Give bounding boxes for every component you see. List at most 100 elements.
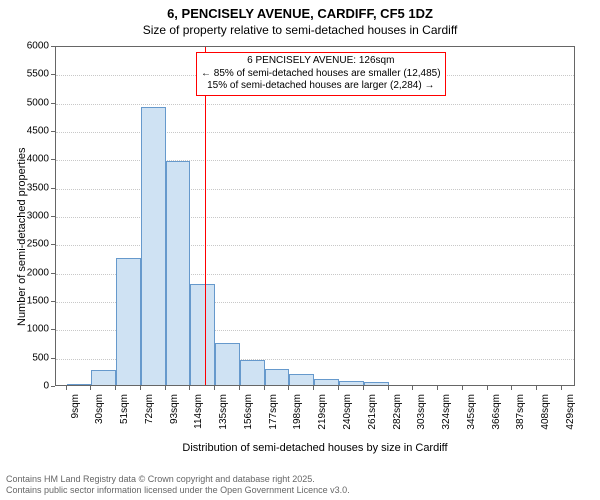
chart-container: 6, PENCISELY AVENUE, CARDIFF, CF5 1DZ Si… bbox=[0, 0, 600, 500]
y-tick bbox=[51, 273, 55, 274]
annotation-line: 6 PENCISELY AVENUE: 126sqm bbox=[201, 55, 441, 68]
x-tick bbox=[140, 386, 141, 390]
y-tick-label: 4000 bbox=[17, 154, 49, 165]
histogram-bar bbox=[289, 374, 314, 385]
y-tick bbox=[51, 188, 55, 189]
y-tick-label: 3000 bbox=[17, 211, 49, 222]
x-tick-label: 345sqm bbox=[466, 394, 477, 430]
histogram-bar bbox=[166, 161, 191, 385]
x-tick-label: 324sqm bbox=[441, 394, 452, 430]
histogram-bar bbox=[190, 284, 215, 385]
x-tick-label: 429sqm bbox=[565, 394, 576, 430]
x-tick bbox=[288, 386, 289, 390]
y-tick bbox=[51, 301, 55, 302]
x-tick bbox=[388, 386, 389, 390]
grid-line bbox=[56, 104, 574, 105]
marker-line bbox=[205, 47, 206, 385]
x-tick-label: 198sqm bbox=[292, 394, 303, 430]
annotation-box: 6 PENCISELY AVENUE: 126sqm← 85% of semi-… bbox=[196, 52, 446, 96]
y-tick-label: 1500 bbox=[17, 296, 49, 307]
x-tick-label: 366sqm bbox=[491, 394, 502, 430]
chart-subtitle: Size of property relative to semi-detach… bbox=[0, 23, 600, 37]
x-tick bbox=[338, 386, 339, 390]
y-tick-label: 5000 bbox=[17, 97, 49, 108]
x-tick bbox=[264, 386, 265, 390]
y-tick bbox=[51, 386, 55, 387]
y-tick-label: 0 bbox=[17, 381, 49, 392]
x-tick-label: 114sqm bbox=[193, 394, 204, 429]
x-tick-label: 72sqm bbox=[144, 394, 155, 424]
x-tick-label: 30sqm bbox=[94, 394, 105, 424]
histogram-bar bbox=[240, 360, 265, 386]
x-tick bbox=[536, 386, 537, 390]
x-axis-label: Distribution of semi-detached houses by … bbox=[55, 442, 575, 454]
histogram-bar bbox=[141, 107, 166, 385]
x-tick bbox=[462, 386, 463, 390]
plot-area: 6 PENCISELY AVENUE: 126sqm← 85% of semi-… bbox=[55, 46, 575, 386]
x-tick bbox=[487, 386, 488, 390]
x-tick-label: 156sqm bbox=[243, 394, 254, 430]
x-tick bbox=[239, 386, 240, 390]
y-tick-label: 5500 bbox=[17, 69, 49, 80]
y-tick-label: 3500 bbox=[17, 182, 49, 193]
grid-line bbox=[56, 245, 574, 246]
annotation-line: ← 85% of semi-detached houses are smalle… bbox=[201, 68, 441, 81]
histogram-bar bbox=[67, 384, 92, 385]
y-tick-label: 2500 bbox=[17, 239, 49, 250]
chart-title: 6, PENCISELY AVENUE, CARDIFF, CF5 1DZ bbox=[0, 0, 600, 21]
y-tick-label: 500 bbox=[17, 352, 49, 363]
y-tick bbox=[51, 329, 55, 330]
x-tick bbox=[363, 386, 364, 390]
x-tick-label: 177sqm bbox=[268, 394, 279, 430]
x-tick bbox=[561, 386, 562, 390]
y-tick bbox=[51, 244, 55, 245]
x-tick-label: 261sqm bbox=[367, 394, 378, 430]
y-tick bbox=[51, 46, 55, 47]
x-tick-label: 219sqm bbox=[317, 394, 328, 430]
x-tick bbox=[412, 386, 413, 390]
histogram-bar bbox=[265, 369, 290, 385]
y-tick bbox=[51, 159, 55, 160]
x-tick bbox=[189, 386, 190, 390]
x-tick bbox=[214, 386, 215, 390]
y-tick bbox=[51, 358, 55, 359]
histogram-bar bbox=[116, 258, 141, 386]
grid-line bbox=[56, 189, 574, 190]
histogram-bar bbox=[364, 382, 389, 385]
grid-line bbox=[56, 132, 574, 133]
histogram-bar bbox=[314, 379, 339, 385]
grid-line bbox=[56, 217, 574, 218]
y-tick bbox=[51, 74, 55, 75]
footer-text: Contains HM Land Registry data © Crown c… bbox=[6, 474, 350, 496]
histogram-bar bbox=[215, 343, 240, 386]
x-tick-label: 51sqm bbox=[119, 394, 130, 424]
footer-line-1: Contains HM Land Registry data © Crown c… bbox=[6, 474, 350, 485]
y-tick bbox=[51, 216, 55, 217]
y-tick-label: 2000 bbox=[17, 267, 49, 278]
annotation-line: 15% of semi-detached houses are larger (… bbox=[201, 80, 441, 93]
x-tick-label: 408sqm bbox=[540, 394, 551, 430]
x-tick bbox=[511, 386, 512, 390]
y-tick-label: 4500 bbox=[17, 126, 49, 137]
y-tick bbox=[51, 103, 55, 104]
x-tick bbox=[66, 386, 67, 390]
y-tick-label: 6000 bbox=[17, 41, 49, 52]
x-tick-label: 135sqm bbox=[218, 394, 229, 430]
histogram-bar bbox=[339, 381, 364, 385]
x-tick-label: 282sqm bbox=[392, 394, 403, 430]
x-tick-label: 387sqm bbox=[515, 394, 526, 430]
x-tick bbox=[313, 386, 314, 390]
x-tick-label: 9sqm bbox=[70, 394, 81, 418]
grid-line bbox=[56, 160, 574, 161]
y-tick bbox=[51, 131, 55, 132]
x-tick-label: 240sqm bbox=[342, 394, 353, 430]
x-tick bbox=[115, 386, 116, 390]
x-tick bbox=[165, 386, 166, 390]
histogram-bar bbox=[91, 370, 116, 385]
x-tick-label: 93sqm bbox=[169, 394, 180, 424]
footer-line-2: Contains public sector information licen… bbox=[6, 485, 350, 496]
x-tick-label: 303sqm bbox=[416, 394, 427, 430]
x-tick bbox=[90, 386, 91, 390]
x-tick bbox=[437, 386, 438, 390]
y-tick-label: 1000 bbox=[17, 324, 49, 335]
